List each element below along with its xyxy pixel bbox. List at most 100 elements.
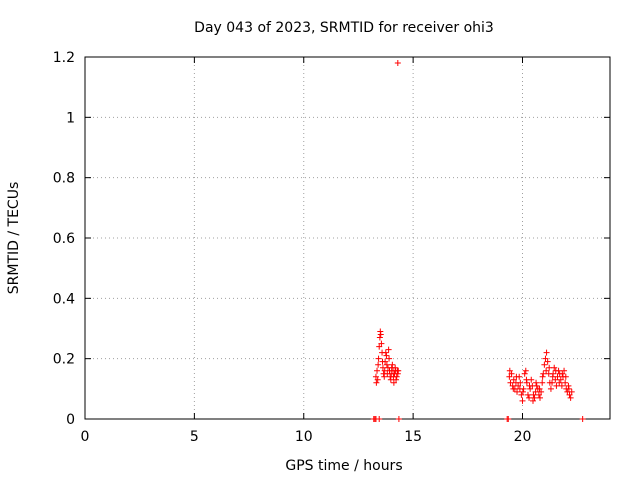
- data-point: [533, 382, 540, 389]
- data-point: [383, 361, 390, 368]
- data-point: [539, 379, 546, 386]
- data-point: [395, 367, 402, 374]
- data-point: [518, 391, 525, 398]
- data-point: [567, 394, 574, 401]
- x-tick-label: 15: [404, 429, 422, 445]
- points-layer: [370, 60, 586, 422]
- y-tick-label: 0.6: [53, 231, 75, 247]
- plot-area-frame: [84, 56, 611, 420]
- data-point: [506, 373, 513, 380]
- data-point: [373, 379, 380, 386]
- data-point: [556, 379, 563, 386]
- data-point: [562, 373, 569, 380]
- data-point: [374, 376, 381, 383]
- y-axis-label: SRMTID / TECUs: [6, 182, 22, 295]
- x-tick-label: 0: [81, 429, 90, 445]
- data-point: [539, 373, 546, 380]
- data-point: [558, 382, 565, 389]
- x-tick-label: 20: [514, 429, 532, 445]
- grid-layer: [85, 57, 610, 419]
- data-point: [552, 376, 559, 383]
- data-point: [543, 349, 550, 356]
- data-point: [516, 385, 523, 392]
- data-point: [538, 388, 545, 395]
- data-point: [565, 385, 572, 392]
- data-point: [549, 379, 556, 386]
- data-point: [549, 373, 556, 380]
- data-point: [382, 358, 389, 365]
- data-point: [533, 379, 540, 386]
- data-point: [376, 343, 383, 350]
- data-point: [519, 388, 526, 395]
- data-point: [547, 385, 554, 392]
- x-tick-label: 5: [190, 429, 199, 445]
- data-point: [389, 361, 396, 368]
- data-point: [515, 382, 522, 389]
- x-tick-label: 10: [295, 429, 313, 445]
- data-point: [531, 394, 538, 401]
- data-point: [514, 388, 521, 395]
- data-point: [530, 397, 536, 404]
- y-tick-label: 0.8: [53, 171, 75, 187]
- data-point: [381, 373, 388, 380]
- data-point: [521, 370, 528, 377]
- data-point: [526, 382, 533, 389]
- data-point: [513, 373, 520, 380]
- data-point: [519, 397, 526, 404]
- y-tick-label: 0: [66, 412, 75, 428]
- data-point: [377, 331, 384, 338]
- data-point: [542, 355, 549, 362]
- data-point: [376, 334, 383, 341]
- data-point: [386, 355, 393, 362]
- data-point: [561, 367, 568, 374]
- y-tick-label: 1.2: [53, 50, 75, 66]
- data-point: [375, 361, 382, 368]
- data-point: [540, 370, 547, 377]
- data-point: [510, 385, 517, 392]
- data-point: [523, 376, 530, 383]
- data-point: [526, 394, 533, 401]
- data-point: [387, 376, 394, 383]
- data-point: [394, 60, 401, 67]
- data-point: [524, 391, 531, 398]
- data-point: [562, 379, 569, 386]
- data-point: [375, 355, 382, 362]
- data-point: [505, 416, 512, 422]
- data-point: [527, 385, 534, 392]
- data-point: [374, 367, 381, 374]
- data-point: [537, 394, 543, 401]
- y-tick-label: 1: [66, 110, 75, 126]
- data-point: [376, 416, 383, 422]
- data-point: [385, 346, 392, 353]
- data-point: [535, 391, 542, 398]
- data-point: [509, 382, 516, 389]
- data-point: [553, 382, 560, 389]
- data-point: [536, 385, 543, 392]
- data-point: [543, 367, 550, 374]
- data-point: [390, 379, 397, 386]
- data-point: [383, 352, 390, 359]
- data-point: [507, 379, 514, 386]
- data-point: [566, 391, 573, 398]
- data-point: [557, 376, 564, 383]
- data-point: [546, 364, 553, 371]
- data-point: [395, 416, 402, 422]
- x-axis-label: GPS time / hours: [285, 458, 402, 474]
- data-point: [379, 364, 386, 371]
- data-point: [393, 373, 400, 380]
- data-point: [522, 367, 529, 374]
- y-tick-label: 0.2: [53, 352, 75, 368]
- data-point: [551, 364, 558, 371]
- data-point: [372, 373, 379, 380]
- y-tick-label: 0.4: [53, 291, 75, 307]
- data-point: [579, 416, 586, 422]
- data-point: [544, 358, 551, 365]
- data-point: [541, 361, 548, 368]
- data-point: [378, 340, 385, 347]
- tick-layer: [84, 56, 610, 420]
- data-point: [393, 376, 400, 383]
- data-point: [552, 367, 559, 374]
- tick-label-layer: 0 5 10 15 20 0 0.2 0.4 0.6 0.8 1 1.2: [53, 50, 532, 445]
- data-point: [510, 376, 517, 383]
